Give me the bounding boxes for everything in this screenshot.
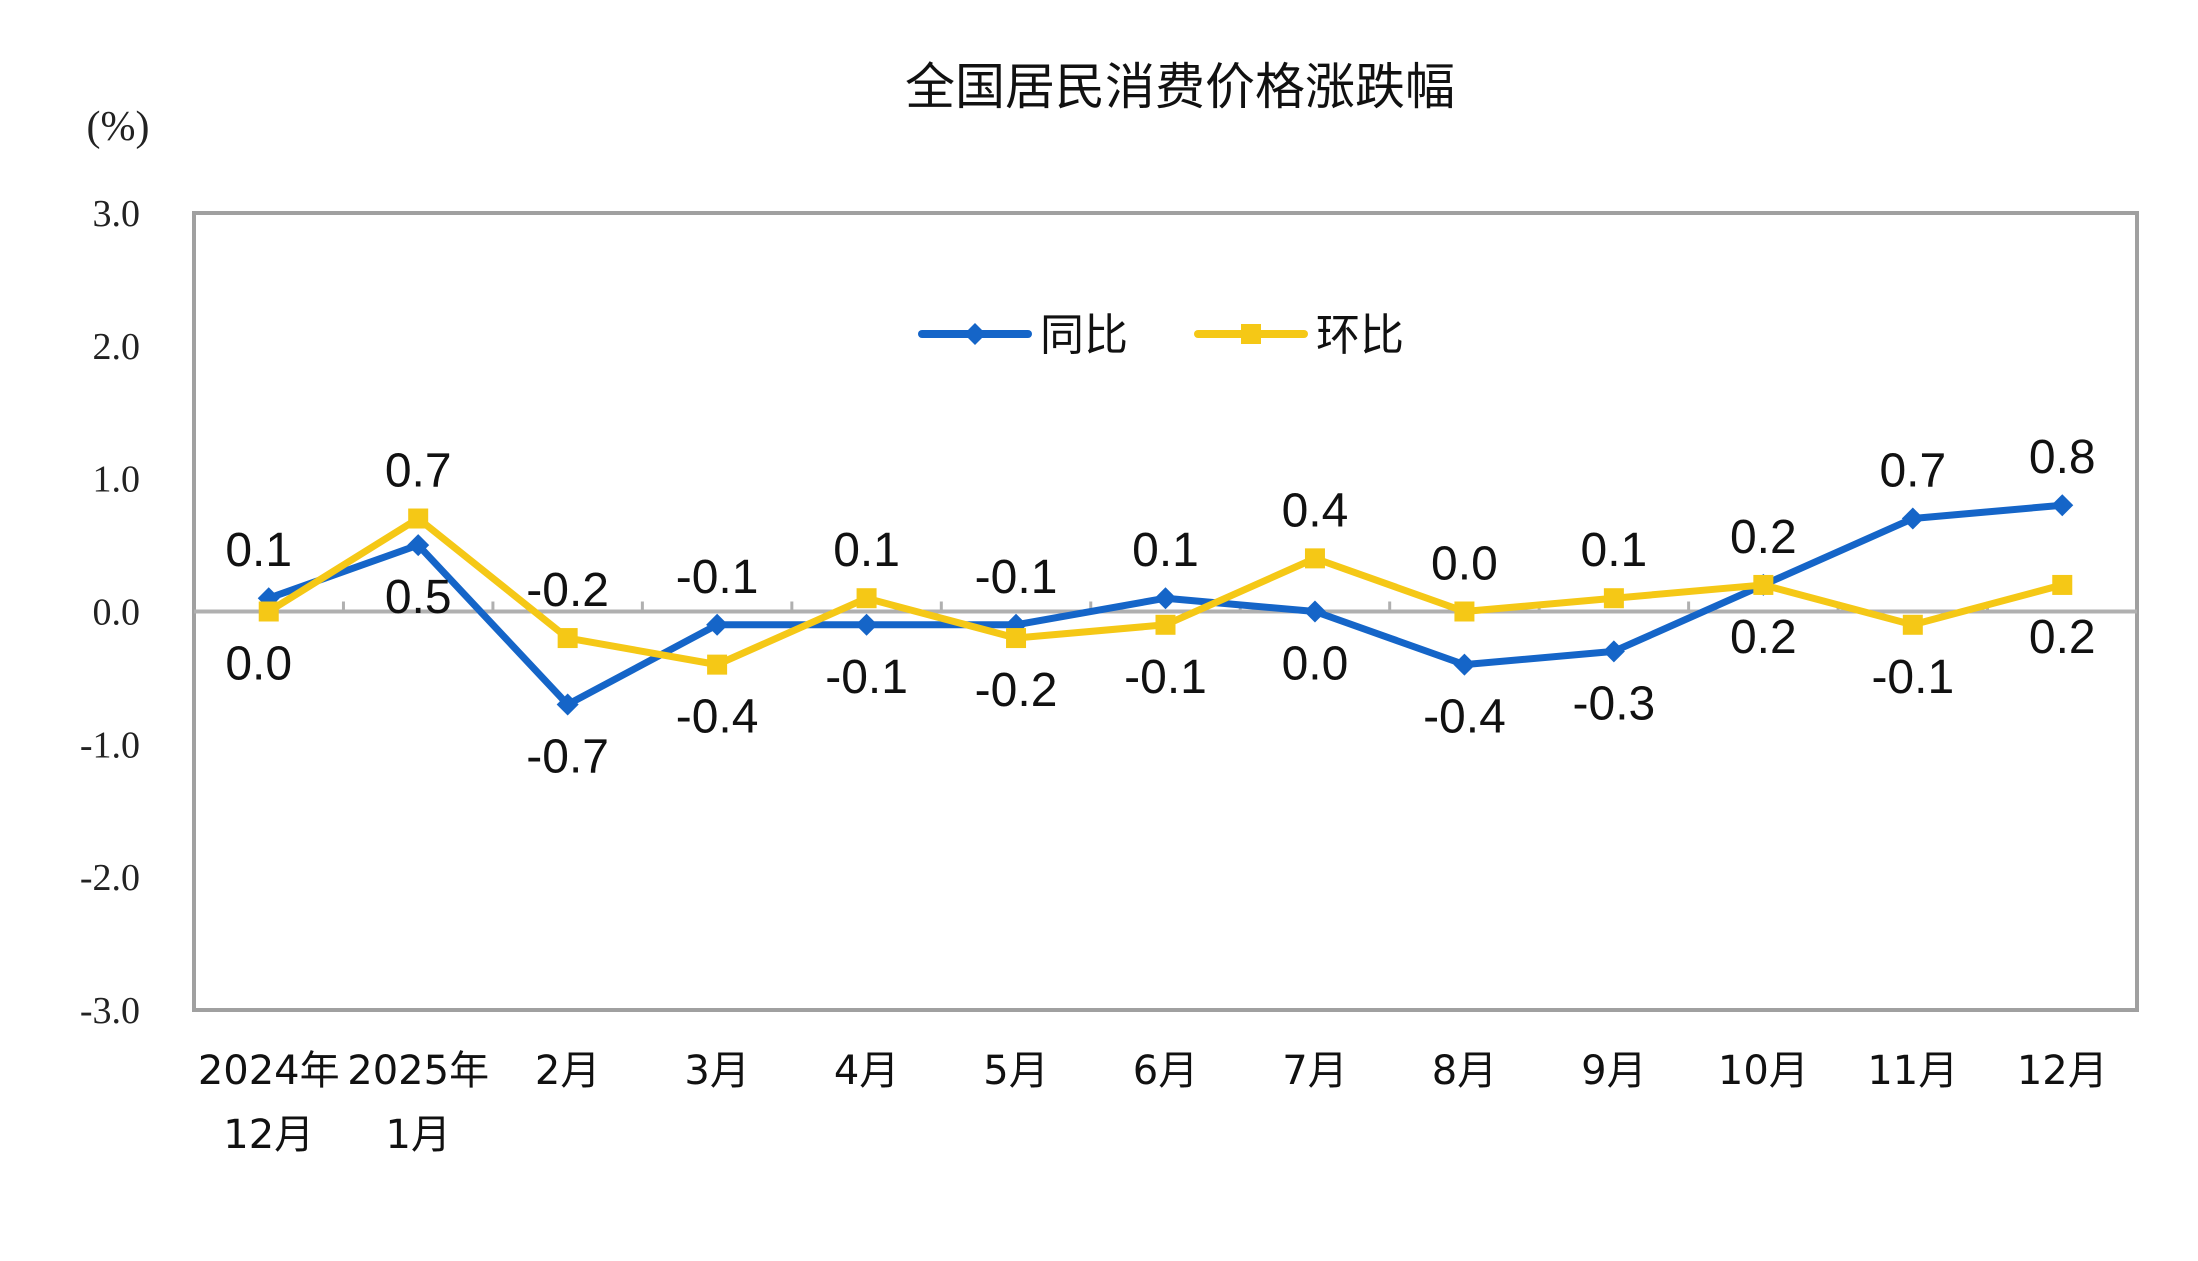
x-tick-label: 3月: [684, 1048, 749, 1094]
data-label: 0.7: [385, 445, 452, 498]
y-tick-label: 1.0: [93, 459, 141, 501]
x-tick-label: 12月: [2017, 1048, 2108, 1094]
data-label: -0.4: [676, 691, 759, 744]
data-label: -0.7: [526, 730, 609, 783]
data-label: 0.0: [1431, 538, 1498, 591]
data-label: -0.2: [526, 564, 609, 617]
data-label: 0.5: [385, 571, 452, 624]
data-label: 0.1: [833, 524, 900, 577]
data-label: 0.2: [1730, 511, 1797, 564]
y-tick-label: -3.0: [80, 990, 140, 1032]
data-label: 0.7: [1879, 445, 1946, 498]
x-tick-label: 11月: [1867, 1048, 1958, 1094]
legend-marker-diamond: [964, 323, 986, 345]
data-label: 0.4: [1282, 484, 1349, 537]
data-label: -0.1: [975, 551, 1058, 604]
data-point-marker: [707, 654, 728, 675]
data-label: 0.0: [1282, 638, 1349, 691]
data-point-marker: [1006, 628, 1027, 649]
data-point-marker: [1901, 507, 1924, 530]
data-point-marker: [1602, 640, 1625, 663]
legend-marker-square: [1241, 324, 1261, 344]
data-point-marker: [1155, 614, 1176, 635]
data-point-marker: [407, 534, 430, 557]
legend-label: 同比: [1040, 310, 1128, 361]
data-label: -0.2: [975, 664, 1058, 717]
data-label: -0.1: [825, 651, 908, 704]
x-tick-label: 7月: [1282, 1048, 1347, 1094]
data-point-marker: [1154, 587, 1177, 610]
data-label: 0.2: [1730, 611, 1797, 664]
data-point-marker: [1603, 588, 1624, 609]
data-label: 0.1: [225, 524, 292, 577]
x-tick-label: 9月: [1581, 1048, 1646, 1094]
x-tick-label: 10月: [1718, 1048, 1809, 1094]
data-point-marker: [2051, 494, 2074, 517]
data-point-marker: [706, 613, 729, 636]
y-axis-unit: (%): [87, 104, 150, 150]
legend: 同比 环比: [918, 310, 1404, 361]
data-point-marker: [258, 601, 279, 622]
data-point-marker: [1304, 548, 1325, 569]
data-point-marker: [1453, 653, 1476, 676]
data-point-marker: [556, 693, 579, 716]
y-tick-label: -2.0: [80, 857, 140, 899]
x-tick-label: 12月: [223, 1112, 314, 1158]
data-label: 0.1: [1581, 524, 1648, 577]
data-label: -0.1: [1871, 651, 1954, 704]
data-label: -0.1: [676, 551, 759, 604]
data-point-marker: [408, 508, 429, 529]
data-label: 0.2: [2029, 611, 2096, 664]
y-tick-label: 0.0: [93, 592, 141, 634]
x-tick-label: 2025年: [347, 1048, 489, 1094]
y-tick-label: 3.0: [93, 193, 141, 235]
x-tick-label: 6月: [1133, 1048, 1198, 1094]
x-tick-label: 8月: [1432, 1048, 1497, 1094]
legend-label: 环比: [1316, 310, 1404, 361]
y-tick-label: -1.0: [80, 724, 140, 766]
y-tick-label: 2.0: [93, 326, 141, 368]
x-tick-label: 2024年: [198, 1048, 340, 1094]
x-tick-label: 5月: [983, 1048, 1048, 1094]
chart-title: 全国居民消费价格涨跌幅: [905, 58, 1455, 116]
x-tick-label: 1月: [385, 1112, 450, 1158]
data-label: -0.1: [1124, 651, 1207, 704]
data-label: -0.3: [1573, 677, 1656, 730]
data-label: -0.4: [1423, 691, 1506, 744]
data-point-marker: [557, 628, 578, 649]
data-point-marker: [856, 588, 877, 609]
data-point-marker: [855, 613, 878, 636]
data-label: 0.8: [2029, 431, 2096, 484]
data-point-marker: [1454, 601, 1475, 622]
data-point-marker: [1753, 574, 1774, 595]
x-tick-label: 4月: [834, 1048, 899, 1094]
data-point-marker: [1303, 600, 1326, 623]
x-tick-label: 2月: [535, 1048, 600, 1094]
data-label: 0.1: [1132, 524, 1199, 577]
data-label: 0.0: [225, 638, 292, 691]
data-point-marker: [2052, 574, 2073, 595]
data-point-marker: [1902, 614, 1923, 635]
